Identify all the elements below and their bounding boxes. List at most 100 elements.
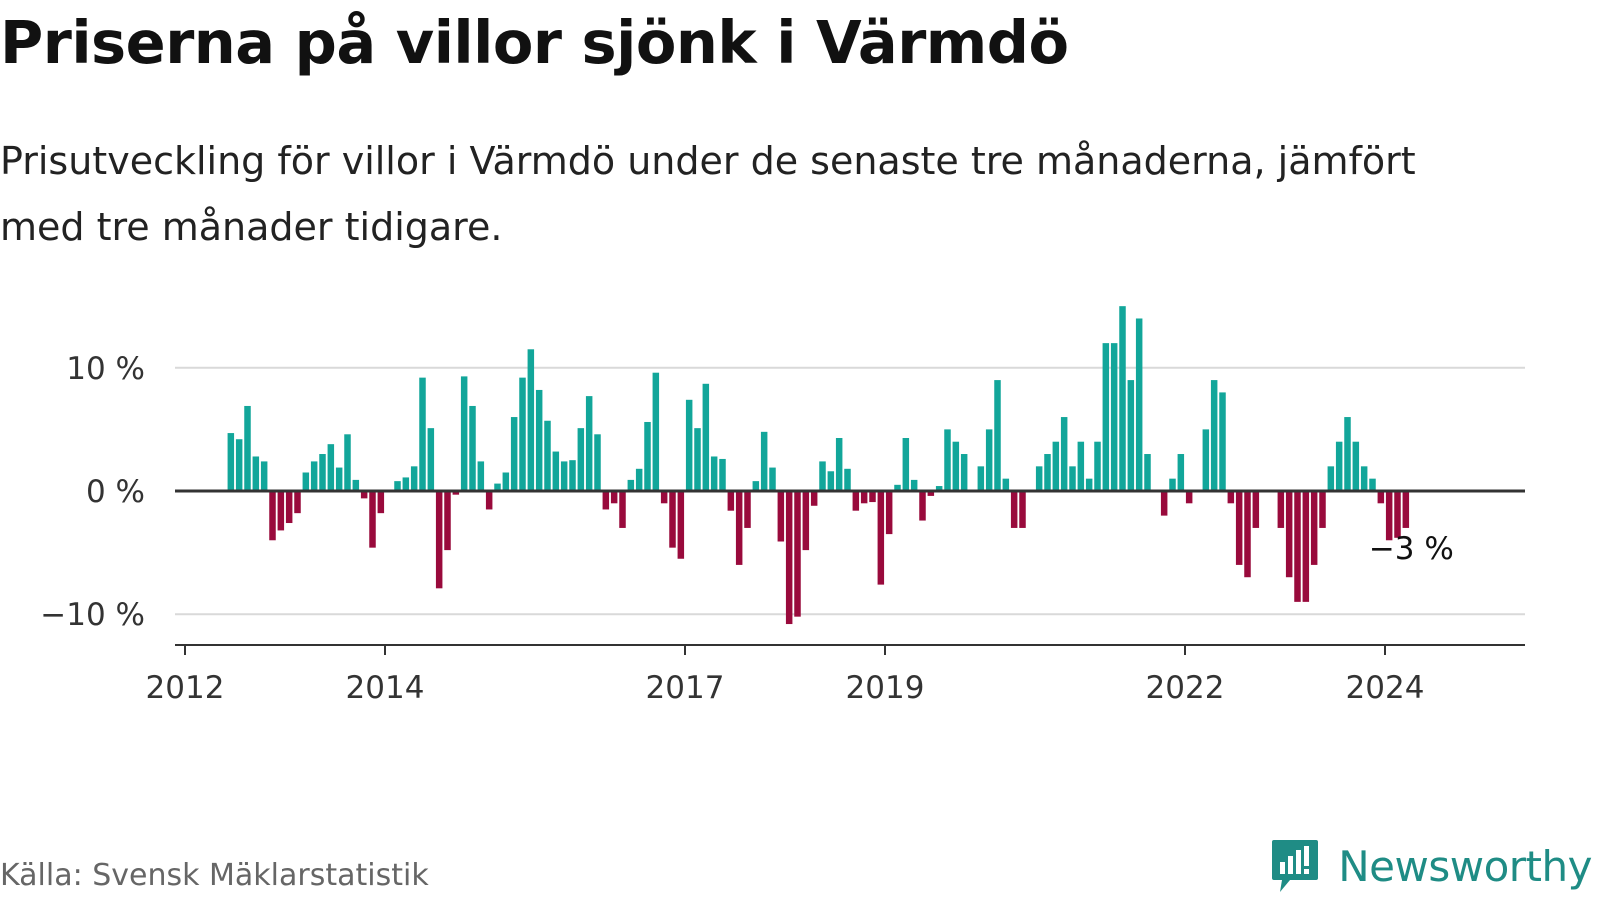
bar-negative [1227,490,1235,504]
bar-negative [860,490,868,504]
bar-negative [360,490,368,499]
bar-negative [1235,490,1243,565]
bar-positive [952,441,960,491]
bar-positive [1369,478,1376,491]
bar-positive [527,349,535,491]
bar-negative [1252,490,1260,528]
bar-positive [719,458,726,491]
bar-negative [1285,490,1293,578]
bar-positive [1102,343,1110,491]
source-note: Källa: Svensk Mäklarstatistik [0,858,429,893]
bar-positive [702,383,710,491]
bar-positive [1094,441,1101,491]
bar-positive [644,421,651,491]
bar-positive [310,461,318,491]
bar-positive [960,454,968,491]
bar-positive [1044,454,1051,491]
bars [227,306,1410,625]
bar-positive [252,456,260,491]
x-tick-label: 2022 [1146,670,1225,706]
bar-positive [710,456,718,491]
bar-positive [985,429,993,491]
bar-negative [1385,490,1393,541]
bar-positive [1002,478,1010,491]
bar-positive [1169,478,1176,491]
bar-negative [444,490,451,551]
bar-positive [1069,466,1076,491]
bar-negative [660,490,668,504]
chart-bubble-icon [1272,840,1319,892]
bar-positive [652,372,660,491]
bar-positive [352,479,360,491]
bar-positive [635,468,643,491]
bar-negative [602,490,610,510]
bar-negative [802,490,810,551]
bar-positive [319,454,326,491]
bar-positive [1035,466,1043,491]
bar-positive [594,434,601,491]
bar-positive [1060,417,1068,491]
bar-positive [977,466,985,491]
bar-positive [302,472,310,491]
bar-positive [419,377,426,491]
bar-positive [260,461,268,491]
bar-positive [910,479,918,491]
bar-negative [1377,490,1385,504]
bar-negative [794,490,801,617]
bar-positive [1077,441,1085,491]
bar-positive [477,461,485,491]
bar-negative [1302,490,1310,602]
bar-negative [377,490,385,514]
bar-positive [235,439,243,491]
bar-positive [402,477,410,491]
bar-negative [1277,490,1285,528]
bar-negative [1394,490,1401,538]
bar-positive [577,428,585,491]
bar-positive [694,428,701,491]
bar-negative [1244,490,1251,578]
y-tick-label: −10 % [40,597,145,633]
bar-positive [502,472,510,491]
bar-positive [935,486,943,491]
bar-positive [1219,392,1226,491]
bar-positive [1202,429,1210,491]
bar-positive [510,417,518,491]
bar-positive [1352,441,1360,491]
x-tick-label: 2024 [1346,670,1425,706]
bar-positive [1127,380,1135,491]
y-tick-label: 0 % [86,474,145,510]
bar-positive [1210,380,1218,491]
bar-negative [885,490,893,535]
x-tick-label: 2014 [346,670,425,706]
bar-positive [1119,306,1126,491]
chart-title: Priserna på villor sjönk i Värmdö [0,8,1069,77]
bar-negative [619,490,626,528]
bar-negative [1402,490,1410,528]
bar-negative [277,490,285,531]
bar-negative [294,490,301,514]
bar-negative [1185,490,1193,504]
brand-logo: Newsworthy [1270,838,1592,894]
bar-positive [560,461,568,491]
bar-positive [569,460,576,491]
bar-negative [810,490,818,506]
bar-positive [394,481,401,491]
bar-positive [944,429,951,491]
bar-positive [894,484,901,491]
bar-negative [735,490,743,565]
bar-negative [877,490,885,585]
bar-positive [1052,441,1060,491]
bar-negative [610,490,618,504]
bar-negative [852,490,860,511]
bar-positive [752,481,760,491]
bar-positive [1344,417,1351,491]
bar-positive [627,479,635,491]
bar-negative [1010,490,1018,528]
bar-negative [1294,490,1301,602]
bar-chart: 10 % 0 % −10 % 2012 2014 2017 2019 2022 2024 −3 % [40,306,1525,706]
bar-positive [460,376,468,491]
bar-positive [469,405,476,491]
y-tick-label: 10 % [66,351,145,387]
bar-positive [585,396,593,491]
x-tick-label: 2017 [646,670,725,706]
